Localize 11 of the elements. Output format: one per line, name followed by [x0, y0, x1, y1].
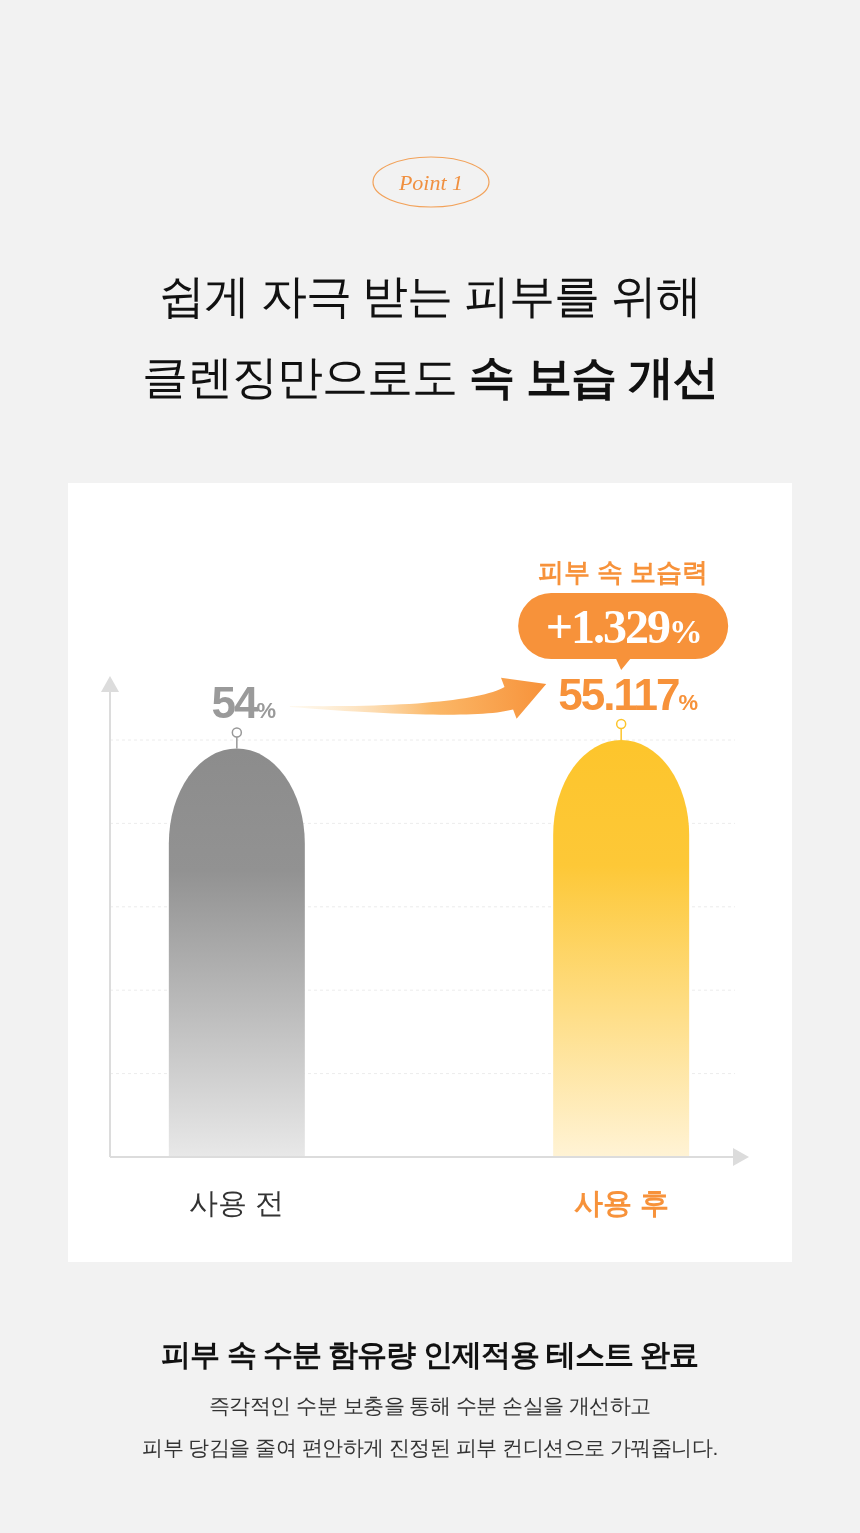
x-tick-label: 사용 전: [189, 1187, 285, 1219]
x-tick-label: 사용 후: [573, 1187, 669, 1219]
text: +1.329%: [545, 600, 701, 653]
text: Point 1: [397, 170, 464, 195]
chart-title: 쉽게 자극 받는 피부를 위해 클렌징만으로도 속 보습 개선: [142, 270, 718, 403]
text: 피부 속 보습력: [537, 557, 709, 587]
data-label: 55.117%: [558, 670, 698, 719]
text: 즉각적인 수분 보충을 통해 수분 손실을 개선하고: [208, 1394, 652, 1417]
text: 피부 당김을 줄여 편안하게 진정된 피부 컨디션으로 가꿔줍니다.: [142, 1436, 718, 1459]
data-label: 54%: [211, 678, 276, 728]
text: 피부 속 수분 함유량 인제적용 테스트 완료: [161, 1338, 699, 1371]
